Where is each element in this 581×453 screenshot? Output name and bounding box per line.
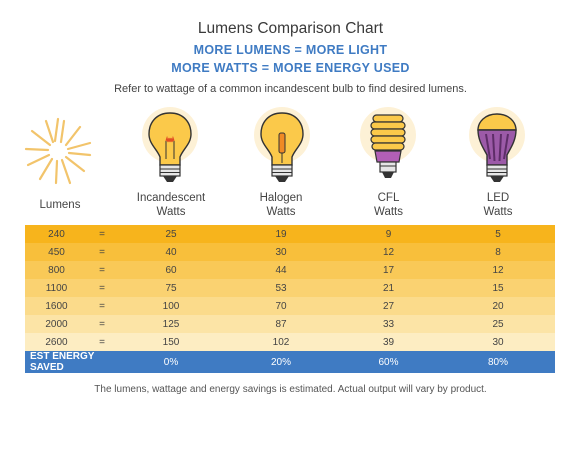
cell-incandescent: 100 [162, 300, 180, 312]
energy-saved-row: EST ENERGY SAVED 0% 20% 60% 80% [25, 351, 555, 373]
cell-cfl-saved: 60% [378, 356, 399, 368]
cell-led: 30 [492, 336, 504, 348]
cell-halogen: 53 [275, 282, 287, 294]
cell-equals: = [99, 300, 105, 312]
lumens-table: 240 = 25 19 9 5 450 = 40 30 12 8 800 = 6… [25, 225, 555, 373]
header-led-line1: LED [486, 192, 510, 204]
cell-equals: = [99, 246, 105, 258]
cell-lumens: 2600 [45, 336, 68, 348]
halogen-bulb-icon [254, 107, 310, 182]
cell-lumens: 800 [48, 264, 65, 276]
cell-cfl: 39 [382, 336, 395, 348]
header-halogen: Halogen Watts [226, 191, 336, 219]
energy-saved-label: EST ENERGY SAVED [30, 351, 95, 373]
cell-incandescent: 25 [165, 228, 177, 240]
header-incandescent-line1: Incandescent [136, 192, 206, 204]
header-incandescent-line2: Watts [156, 206, 186, 218]
cell-equals: = [99, 264, 105, 276]
cell-lumens: 450 [48, 246, 65, 258]
cell-led: 20 [492, 300, 504, 312]
table-row: 2000 = 125 87 33 25 [25, 315, 555, 333]
instruction-note: Refer to wattage of a common incandescen… [114, 83, 467, 95]
chart-title: Lumens Comparison Chart [197, 20, 384, 37]
cell-equals: = [99, 318, 105, 330]
cell-equals: = [99, 282, 105, 294]
header-led: LED Watts [441, 191, 555, 219]
cell-incandescent: 75 [165, 282, 177, 294]
cell-incandescent: 40 [165, 246, 177, 258]
cell-halogen: 87 [275, 318, 287, 330]
footer-note: The lumens, wattage and energy savings i… [94, 384, 487, 395]
header-halogen-line1: Halogen [259, 192, 303, 204]
cell-incandescent: 60 [165, 264, 177, 276]
header-led-line2: Watts [483, 206, 513, 218]
header-cfl-line2: Watts [374, 206, 403, 218]
cell-led: 12 [492, 264, 504, 276]
cell-halogen: 19 [275, 228, 287, 240]
cell-lumens: 240 [48, 228, 65, 240]
header-incandescent: Incandescent Watts [116, 191, 226, 219]
cell-cfl: 9 [385, 228, 392, 240]
sunburst-icon [24, 117, 92, 185]
cell-incandescent-saved: 0% [163, 356, 179, 368]
cell-lumens: 1100 [45, 282, 68, 294]
table-row: 450 = 40 30 12 8 [25, 243, 555, 261]
cell-halogen: 44 [275, 264, 287, 276]
table-row: 800 = 60 44 17 12 [25, 261, 555, 279]
cell-cfl: 17 [382, 264, 395, 276]
table-row: 1100 = 75 53 21 15 [25, 279, 555, 297]
cell-halogen: 102 [272, 336, 290, 348]
cell-halogen: 70 [275, 300, 287, 312]
header-halogen-line2: Watts [266, 206, 296, 218]
header-cfl-line1: CFL [377, 192, 400, 204]
cell-led: 5 [495, 228, 501, 240]
cell-incandescent: 125 [162, 318, 180, 330]
cell-equals: = [99, 336, 105, 348]
subtitle-watts: MORE WATTS = MORE ENERGY USED [171, 61, 410, 75]
cell-led: 15 [492, 282, 504, 294]
cell-lumens: 1600 [45, 300, 68, 312]
incandescent-bulb-icon [142, 107, 198, 182]
cell-equals: = [99, 228, 105, 240]
cell-cfl: 27 [382, 300, 395, 312]
cell-led: 25 [492, 318, 504, 330]
table-row: 240 = 25 19 9 5 [25, 225, 555, 243]
table-row: 2600 = 150 102 39 30 [25, 333, 555, 351]
cell-halogen-saved: 20% [270, 356, 291, 368]
cfl-bulb-icon [360, 107, 416, 178]
header-cfl: CFL Watts [336, 191, 441, 219]
cell-incandescent: 150 [162, 336, 180, 348]
cell-cfl: 33 [382, 318, 395, 330]
cell-cfl: 21 [382, 282, 395, 294]
cell-halogen: 30 [275, 246, 287, 258]
subtitle-lumens: MORE LUMENS = MORE LIGHT [193, 43, 388, 57]
cell-led-saved: 80% [487, 356, 508, 368]
cell-led: 8 [495, 246, 501, 258]
cell-lumens: 2000 [45, 318, 68, 330]
header-lumens-label: Lumens [39, 199, 81, 211]
table-row: 1600 = 100 70 27 20 [25, 297, 555, 315]
header-lumens: Lumens [25, 198, 95, 212]
led-bulb-icon [469, 107, 525, 182]
cell-cfl: 12 [382, 246, 395, 258]
